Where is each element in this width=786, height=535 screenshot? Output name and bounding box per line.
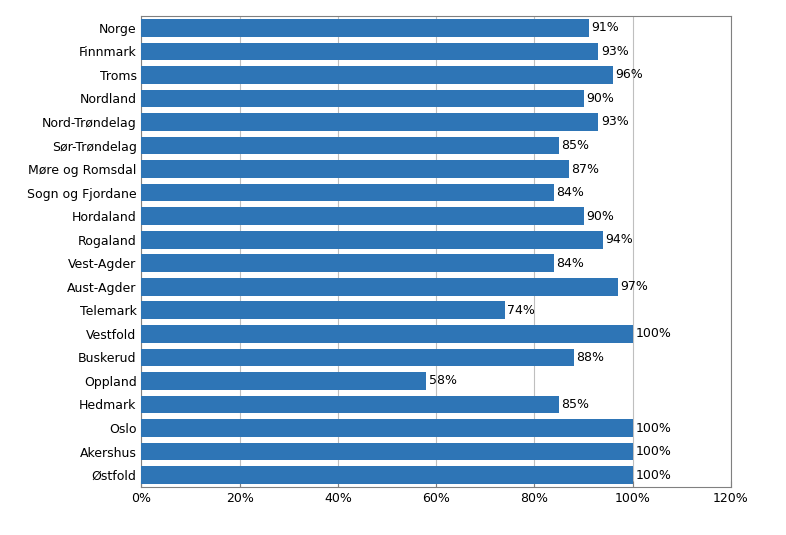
Text: 93%: 93% — [601, 45, 629, 58]
Bar — [141, 207, 583, 225]
Bar — [141, 231, 604, 248]
Text: 100%: 100% — [635, 327, 671, 340]
Bar — [141, 255, 554, 272]
Bar — [141, 302, 505, 319]
Text: 84%: 84% — [556, 186, 585, 199]
Bar — [141, 372, 426, 389]
Bar — [141, 113, 598, 131]
Text: 97%: 97% — [620, 280, 648, 293]
Text: 93%: 93% — [601, 116, 629, 128]
Bar — [141, 136, 559, 154]
Text: 90%: 90% — [586, 92, 614, 105]
Text: 88%: 88% — [576, 351, 604, 364]
Text: 58%: 58% — [429, 374, 457, 387]
Text: 85%: 85% — [561, 139, 590, 152]
Text: 84%: 84% — [556, 257, 585, 270]
Bar — [141, 43, 598, 60]
Text: 94%: 94% — [606, 233, 634, 246]
Bar — [141, 66, 613, 84]
Text: 90%: 90% — [586, 210, 614, 223]
Bar — [141, 278, 618, 295]
Bar — [141, 160, 569, 178]
Text: 96%: 96% — [615, 68, 643, 81]
Bar — [141, 467, 633, 484]
Text: 74%: 74% — [508, 304, 535, 317]
Bar — [141, 419, 633, 437]
Bar — [141, 184, 554, 201]
Text: 87%: 87% — [571, 163, 599, 175]
Text: 91%: 91% — [591, 21, 619, 34]
Bar — [141, 349, 574, 366]
Bar — [141, 396, 559, 413]
Bar — [141, 90, 583, 107]
Bar — [141, 325, 633, 343]
Bar — [141, 443, 633, 460]
Text: 100%: 100% — [635, 445, 671, 458]
Text: 85%: 85% — [561, 398, 590, 411]
Text: 100%: 100% — [635, 422, 671, 434]
Bar — [141, 19, 589, 36]
Text: 100%: 100% — [635, 469, 671, 482]
